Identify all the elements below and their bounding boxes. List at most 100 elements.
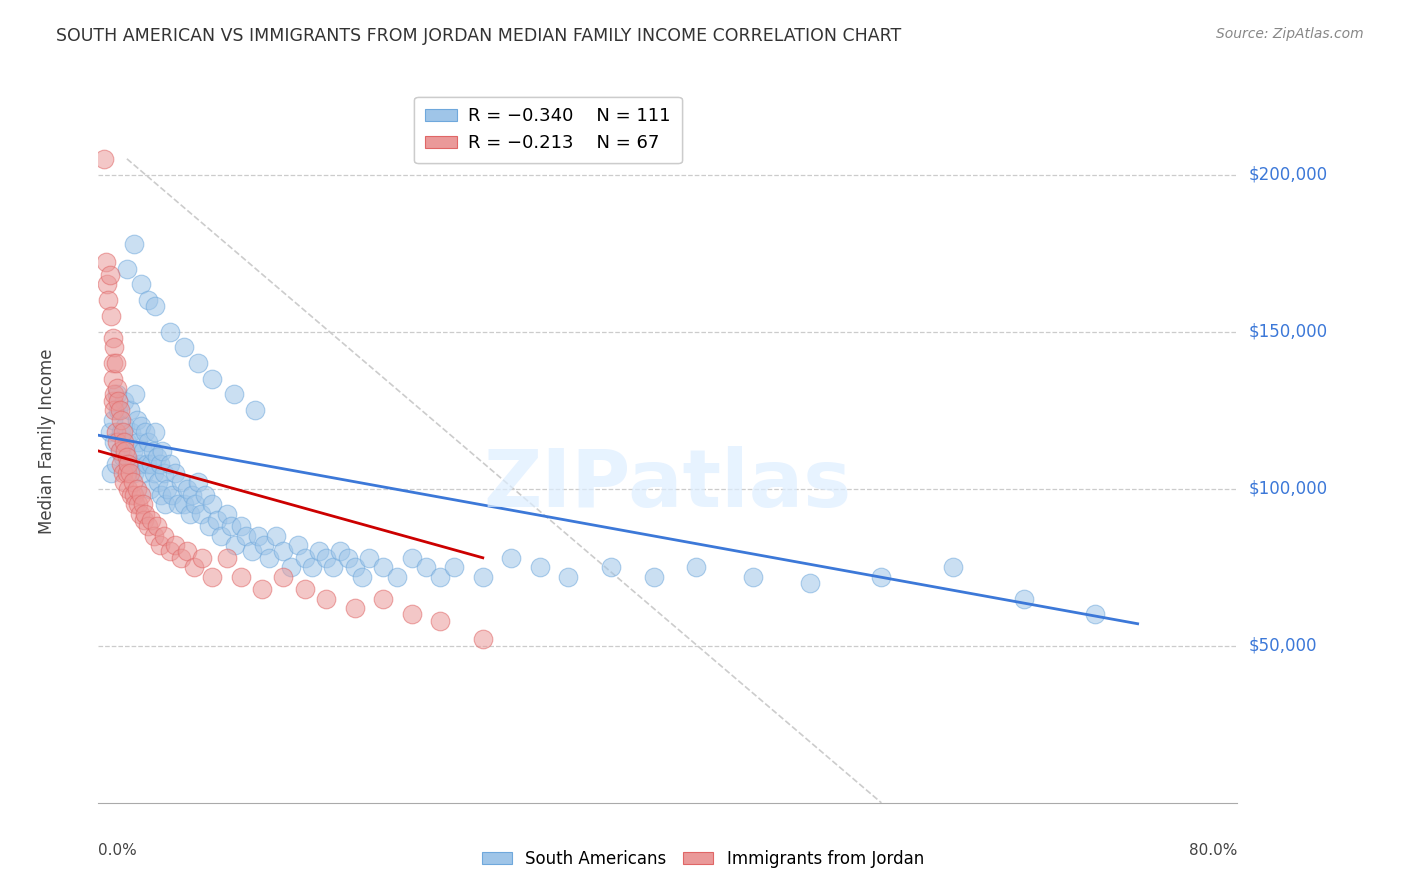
Point [173,340,195,354]
Point [122,466,145,480]
Point [187,356,209,370]
Point [120,425,142,439]
Point [250,582,273,597]
Point [201,372,224,386]
Point [108,444,131,458]
Point [201,497,224,511]
Point [209,529,232,543]
Point [259,550,281,565]
Point [235,529,257,543]
Point [557,569,579,583]
Point [107,393,129,408]
Point [117,482,139,496]
Point [159,325,181,339]
Point [131,497,153,511]
Point [165,466,187,480]
Text: SOUTH AMERICAN VS IMMIGRANTS FROM JORDAN MEDIAN FAMILY INCOME CORRELATION CHART: SOUTH AMERICAN VS IMMIGRANTS FROM JORDAN… [56,27,901,45]
Point [153,529,176,543]
Point [529,560,551,574]
Point [96,277,118,292]
Point [107,403,129,417]
Point [134,425,156,439]
Point [1012,591,1035,606]
Point [115,466,138,480]
Legend: R = −0.340    N = 111, R = −0.213    N = 67: R = −0.340 N = 111, R = −0.213 N = 67 [415,96,682,163]
Point [132,513,155,527]
Point [294,582,316,597]
Point [266,529,288,543]
Point [114,444,136,458]
Point [152,444,174,458]
Point [112,475,135,490]
Point [229,519,252,533]
Point [135,457,157,471]
Point [145,300,167,314]
Point [110,457,132,471]
Point [103,387,125,401]
Point [101,356,124,370]
Point [308,544,330,558]
Point [685,560,707,574]
Point [643,569,665,583]
Point [153,466,176,480]
Point [315,591,337,606]
Point [118,403,141,417]
Point [145,425,167,439]
Point [101,372,124,386]
Point [373,591,395,606]
Point [336,550,359,565]
Point [142,466,165,480]
Point [101,331,124,345]
Point [100,309,122,323]
Point [110,425,132,439]
Point [373,560,395,574]
Point [117,457,139,471]
Point [141,444,163,458]
Point [129,277,152,292]
Point [129,418,152,433]
Point [343,601,366,615]
Point [122,488,145,502]
Point [350,569,373,583]
Text: ZIPatlas: ZIPatlas [484,446,852,524]
Point [165,538,187,552]
Point [191,550,214,565]
Point [155,497,177,511]
Text: 80.0%: 80.0% [1189,843,1237,857]
Point [870,569,893,583]
Point [246,529,269,543]
Text: Source: ZipAtlas.com: Source: ZipAtlas.com [1216,27,1364,41]
Point [117,457,139,471]
Point [136,519,159,533]
Point [273,569,295,583]
Point [103,403,125,417]
Point [112,393,135,408]
Point [240,544,263,558]
Point [101,393,124,408]
Point [176,482,198,496]
Point [280,560,302,574]
Text: $50,000: $50,000 [1249,637,1317,655]
Point [287,538,309,552]
Point [125,482,148,496]
Point [215,550,238,565]
Point [343,560,366,574]
Point [170,550,193,565]
Point [471,569,494,583]
Point [181,488,204,502]
Point [100,466,122,480]
Point [162,488,184,502]
Point [443,560,465,574]
Point [387,569,409,583]
Point [139,457,162,471]
Point [471,632,494,647]
Point [108,444,131,458]
Point [173,497,195,511]
Point [115,450,138,465]
Point [128,457,150,471]
Point [329,544,352,558]
Point [127,434,149,449]
Text: $200,000: $200,000 [1249,166,1327,184]
Point [94,255,117,269]
Point [315,550,337,565]
